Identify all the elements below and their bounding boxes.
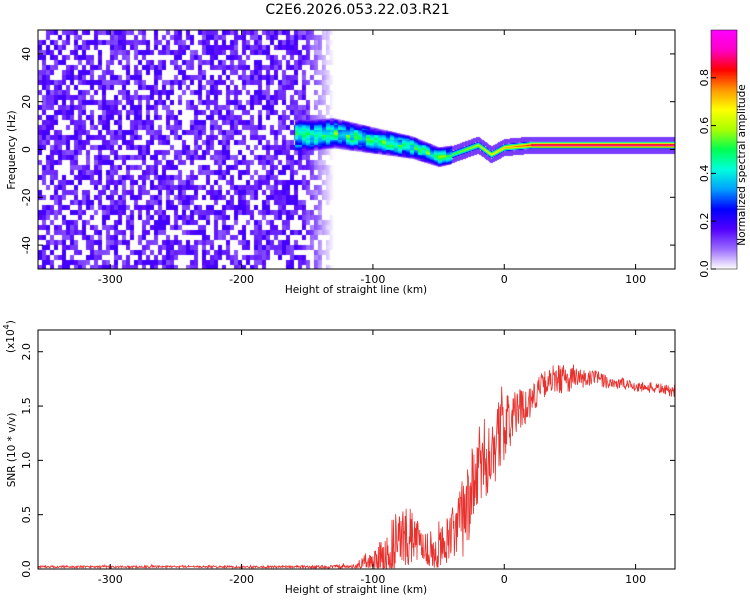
- snr-frame: [37, 329, 676, 570]
- x-tick-label: -200: [229, 573, 254, 586]
- colorbar-ticks: 0.0 0.2 0.4 0.6 0.8: [698, 69, 716, 278]
- x-tick-label: -300: [98, 273, 123, 286]
- x-tick-label: 0: [501, 573, 508, 586]
- y-tick-label: 1.0: [20, 452, 33, 470]
- snr-plot-area: [38, 330, 675, 569]
- x-tick-label: -300: [98, 573, 123, 586]
- colorbar-tick-label: 0.0: [698, 260, 711, 278]
- snr-series-line: [37, 364, 676, 570]
- y-tick-label: -40: [20, 236, 33, 254]
- x-tick-label: 100: [625, 573, 646, 586]
- y-tick-label: 40: [20, 47, 33, 61]
- colorbar-tick-label: 0.6: [698, 117, 711, 135]
- y-tick-label: -20: [20, 188, 33, 206]
- y-tick-label: 1.5: [20, 397, 33, 415]
- snr-y-scale: (x104): [2, 320, 17, 353]
- x-tick-label: -100: [360, 273, 385, 286]
- colorbar-tick-label: 0.4: [698, 165, 711, 183]
- spectrogram-x-ticks: -300 -200 -100 0 100: [98, 30, 646, 286]
- y-tick-label: 0.0: [20, 560, 33, 578]
- snr-panel: -300 -200 -100 0 100 0.0 0.5 1.0 1.5 2.0 Height …: [2, 320, 676, 596]
- snr-y-label: SNR (10 * v/v): [6, 413, 18, 488]
- y-tick-label: 20: [20, 95, 33, 109]
- spectrogram-y-label: Frequency (Hz): [6, 110, 18, 189]
- snr-y-scale-exponent: 4: [2, 324, 11, 329]
- colorbar-label: Normalized spectral amplitude: [736, 84, 748, 245]
- colorbar-tick-label: 0.8: [698, 69, 711, 87]
- snr-y-scale-label: (x10: [5, 329, 17, 353]
- svg-text:(x104): (x104): [2, 320, 17, 353]
- y-tick-label: 2.0: [20, 343, 33, 361]
- y-tick-label: 0.5: [20, 506, 33, 524]
- snr-y-ticks: 0.0 0.5 1.0 1.5 2.0: [20, 343, 675, 578]
- colorbar-bar: [710, 29, 738, 270]
- snr-x-ticks: -300 -200 -100 0 100: [98, 330, 646, 586]
- snr-x-label: Height of straight line (km): [285, 584, 427, 596]
- y-tick-label: 0: [20, 146, 33, 153]
- x-tick-label: -200: [229, 273, 254, 286]
- x-tick-label: -100: [360, 573, 385, 586]
- x-tick-label: 100: [625, 273, 646, 286]
- spectrogram-x-label: Height of straight line (km): [285, 284, 427, 296]
- chart-title: C2E6.2026.053.22.03.R21: [265, 2, 450, 18]
- spectrogram-image: [38, 30, 675, 269]
- spectrogram-y-ticks: -40 -20 0 20 40: [20, 47, 675, 254]
- colorbar-tick-label: 0.2: [698, 212, 711, 230]
- x-tick-label: 0: [501, 273, 508, 286]
- colorbar: 0.0 0.2 0.4 0.6 0.8 Normalized spectral ampl…: [698, 29, 748, 278]
